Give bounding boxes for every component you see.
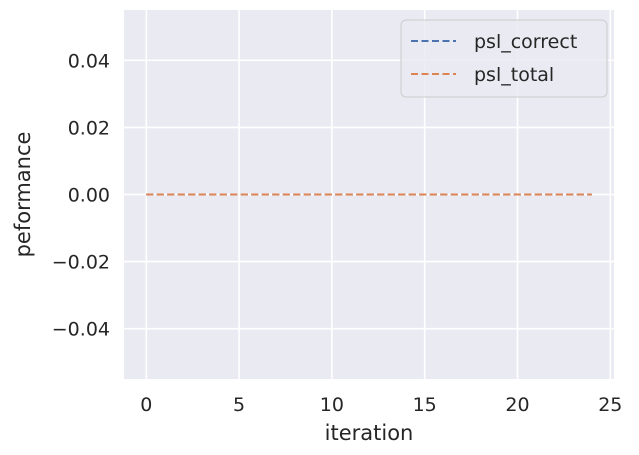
y-tick-label: −0.04 xyxy=(52,319,110,341)
y-tick-label: 0.04 xyxy=(68,50,110,72)
legend-label: psl_total xyxy=(474,64,554,86)
x-tick-label: 15 xyxy=(413,394,437,416)
x-tick-label: 0 xyxy=(140,394,152,416)
x-axis-ticks: 0 5 10 15 20 25 xyxy=(140,394,622,416)
legend-box xyxy=(400,19,608,98)
y-axis-label: peformance xyxy=(11,132,35,258)
legend: psl_correct psl_total xyxy=(400,19,608,98)
x-tick-label: 20 xyxy=(505,394,529,416)
x-tick-label: 25 xyxy=(598,394,622,416)
x-tick-label: 10 xyxy=(320,394,344,416)
x-axis-label: iteration xyxy=(325,421,414,445)
y-tick-label: 0.00 xyxy=(68,185,110,207)
y-axis-ticks: 0.04 0.02 0.00 −0.02 −0.04 xyxy=(52,50,110,340)
x-tick-label: 5 xyxy=(233,394,245,416)
y-tick-label: 0.02 xyxy=(68,117,110,139)
legend-label: psl_correct xyxy=(474,31,577,53)
y-tick-label: −0.02 xyxy=(52,252,110,274)
